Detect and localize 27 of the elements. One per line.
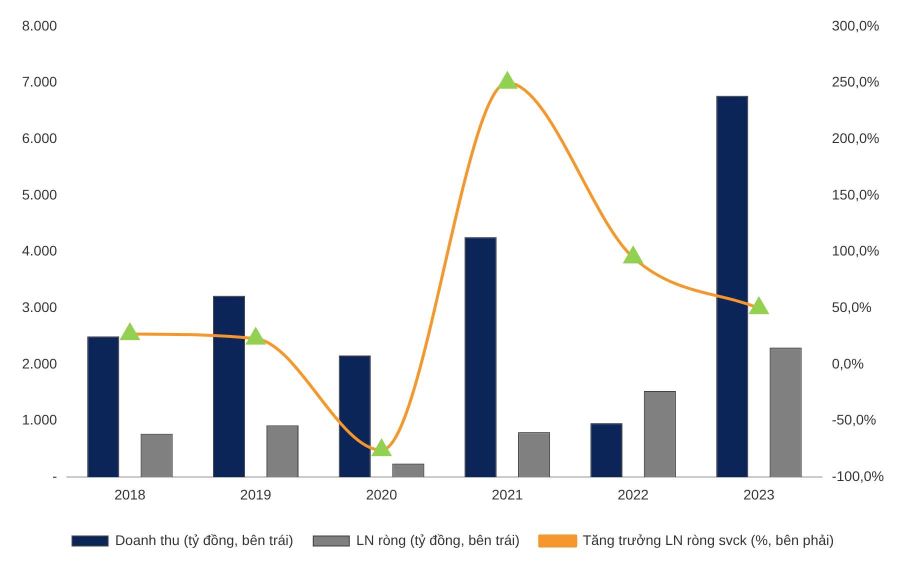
- y-tick-label: 1.000: [22, 412, 58, 428]
- y-tick-label: 7.000: [22, 74, 58, 90]
- y2-tick-label: 200,0%: [832, 130, 880, 146]
- y2-tick-label: 250,0%: [832, 74, 880, 90]
- y2-tick-label: 300,0%: [832, 17, 880, 34]
- x-tick-label: 2021: [492, 486, 524, 502]
- legend-label: LN ròng (tỷ đồng, bên trái): [356, 532, 520, 548]
- y2-tick-label: 50,0%: [832, 299, 872, 316]
- x-tick-label: 2019: [240, 486, 272, 502]
- y2-tick-label: 150,0%: [832, 186, 880, 202]
- y2-tick-label: 100,0%: [832, 242, 880, 259]
- y-tick-label: 2.000: [22, 355, 58, 372]
- x-tick-label: 2018: [114, 486, 146, 502]
- x-tick-label: 2020: [366, 486, 398, 502]
- y-tick-label: 6.000: [22, 130, 58, 146]
- y-tick-label: -: [52, 468, 58, 484]
- y2-tick-label: 0,0%: [832, 355, 864, 372]
- legend-label: Tăng trưởng LN ròng svck (%, bên phải): [582, 532, 834, 548]
- y2-tick-label: -50,0%: [832, 412, 876, 428]
- y-tick-label: 3.000: [22, 299, 58, 316]
- legend-label: Doanh thu (tỷ đồng, bên trái): [115, 532, 294, 548]
- x-tick-label: 2023: [743, 486, 775, 502]
- y-tick-label: 8.000: [22, 17, 58, 34]
- y-tick-label: 5.000: [22, 186, 58, 202]
- x-tick-label: 2022: [618, 486, 649, 502]
- y-tick-label: 4.000: [22, 242, 58, 259]
- y2-tick-label: -100,0%: [832, 468, 884, 484]
